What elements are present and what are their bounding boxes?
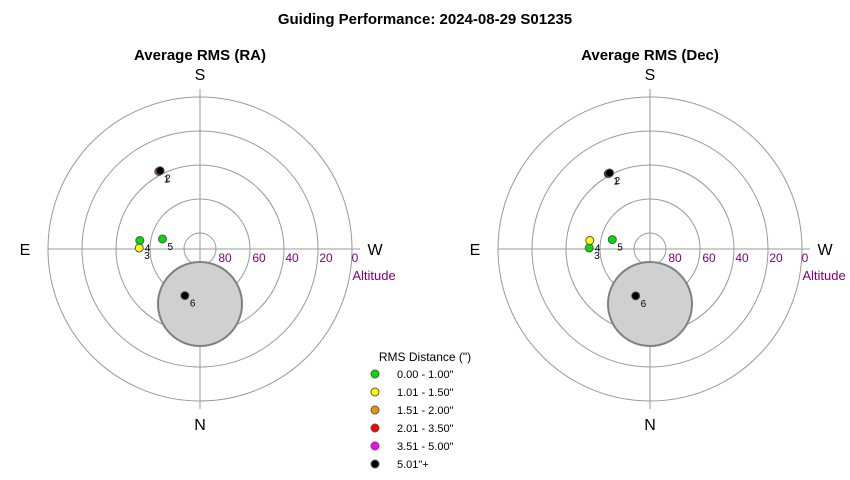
data-point-2 (605, 168, 615, 178)
altitude-tick-label: 40 (285, 251, 299, 265)
legend-marker (370, 369, 380, 379)
point-label: 5 (617, 243, 623, 254)
data-point-5 (157, 234, 167, 244)
compass-bottom: N (644, 417, 656, 434)
blocked-region-disc (157, 261, 243, 347)
compass-right: W (367, 242, 383, 259)
legend-marker (370, 387, 380, 397)
point-label: 4 (595, 244, 601, 255)
legend-marker (370, 405, 380, 415)
data-point-2 (155, 166, 165, 176)
altitude-tick-label: 0 (352, 251, 359, 265)
altitude-tick-label: 20 (319, 251, 333, 265)
altitude-tick-label: 0 (802, 251, 809, 265)
polar-plot-dec: Average RMS (Dec) S N E W 80 60 40 20 0 Altitude 12… (470, 47, 846, 434)
legend-item-label: 2.01 - 3.50" (397, 423, 454, 435)
legend-marker (370, 459, 380, 469)
legend-item-label: 5.01"+ (397, 459, 429, 471)
plot-title: Average RMS (Dec) (581, 47, 719, 64)
compass-left: E (470, 242, 481, 259)
data-point-6 (631, 291, 641, 301)
compass-right: W (817, 242, 833, 259)
blocked-region-disc (607, 261, 693, 347)
legend-item-label: 1.51 - 2.00" (397, 405, 454, 417)
legend-item-label: 3.51 - 5.00" (397, 441, 454, 453)
altitude-tick-label: 80 (668, 251, 682, 265)
data-point-4 (135, 236, 145, 246)
data-point-4 (585, 236, 595, 246)
compass-bottom: N (194, 417, 206, 434)
point-label: 6 (641, 299, 647, 310)
legend-item-label: 1.01 - 1.50" (397, 387, 454, 399)
altitude-tick-label: 80 (218, 251, 232, 265)
legend-items: 0.00 - 1.00" 1.01 - 1.50" 1.51 - 2.00" 2.01… (370, 369, 454, 471)
altitude-tick-label: 60 (702, 251, 716, 265)
compass-left: E (20, 242, 31, 259)
rms-distance-legend: RMS Distance (") 0.00 - 1.00" 1.01 - 1.50… (370, 350, 471, 471)
compass-top: S (645, 67, 656, 84)
point-label: 2 (165, 174, 171, 185)
polar-plot-ra: Average RMS (RA) S N E W 80 60 40 20 0 Altitude 12 3… (20, 47, 396, 434)
altitude-axis-label: Altitude (352, 268, 395, 283)
point-label: 3 (594, 251, 600, 262)
point-label: 4 (145, 244, 151, 255)
point-label: 1 (164, 174, 170, 185)
legend-marker (370, 423, 380, 433)
point-label: 5 (167, 242, 173, 253)
legend-title: RMS Distance (") (379, 350, 471, 364)
altitude-axis-label: Altitude (802, 268, 845, 283)
data-point-6 (180, 291, 190, 301)
point-label: 2 (615, 176, 621, 187)
data-point-5 (607, 235, 617, 245)
data-point-3 (584, 243, 594, 253)
compass-top: S (195, 67, 206, 84)
legend-marker (370, 441, 380, 451)
figure-title: Guiding Performance: 2024-08-29 S01235 (278, 11, 572, 28)
altitude-tick-label: 40 (735, 251, 749, 265)
point-label: 3 (144, 251, 150, 262)
point-label: 6 (190, 299, 196, 310)
plot-title: Average RMS (RA) (134, 47, 266, 64)
point-label: 1 (613, 177, 619, 188)
altitude-tick-label: 60 (252, 251, 266, 265)
legend-item-label: 0.00 - 1.00" (397, 369, 454, 381)
altitude-tick-label: 20 (769, 251, 783, 265)
data-point-3 (134, 243, 144, 253)
